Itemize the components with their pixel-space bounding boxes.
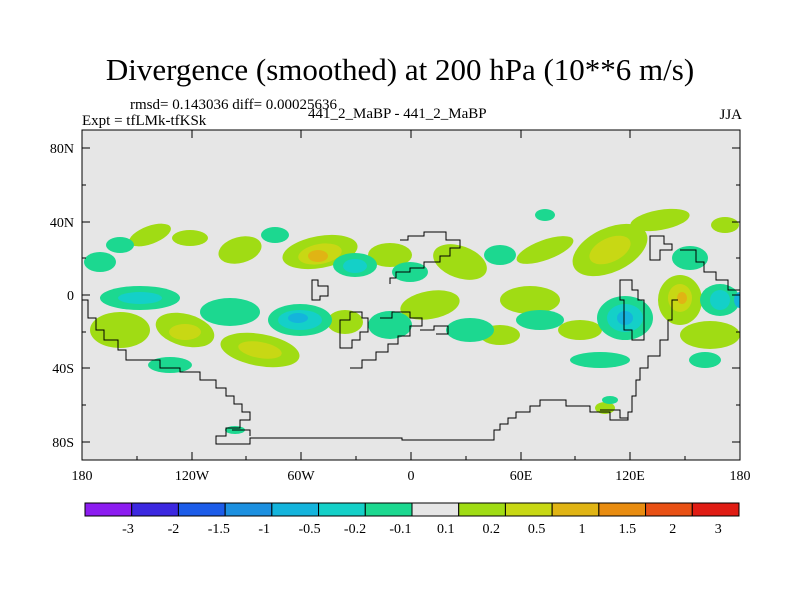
colorbar-swatch	[551, 502, 600, 517]
colorbar-swatch	[645, 502, 693, 517]
colorbar-label: 0.5	[528, 522, 546, 537]
lon-label: 120W	[175, 469, 210, 484]
experiment-label: Expt = tfLMk-tfKSk	[82, 113, 207, 129]
season-label: JJA	[719, 107, 742, 123]
plot-title: Divergence (smoothed) at 200 hPa (10**6 …	[105, 52, 695, 87]
lon-label: 120E	[615, 469, 645, 484]
colorbar-label: -1.5	[208, 522, 230, 537]
colorbar-swatch	[364, 502, 413, 517]
colorbar-swatch	[691, 502, 740, 517]
colorbar-label: -0.1	[389, 522, 411, 537]
lat-label: 80S	[52, 436, 74, 451]
colorbar-labels: -3 -2 -1.5 -1 -0.5 -0.2 -0.1 0.1 0.2 0.5 1 1.5 2 3	[122, 522, 722, 537]
colorbar-swatch	[224, 502, 273, 517]
colorbar-swatch	[598, 502, 647, 517]
colorbar-label: 1.5	[619, 522, 637, 537]
lon-labels: 180 120W 60W 0 60E 120E 180	[72, 469, 751, 484]
colorbar-swatch	[504, 502, 553, 517]
subtitle: 441_2_MaBP - 441_2_MaBP	[308, 106, 487, 122]
colorbar-swatch	[177, 502, 226, 517]
colorbar-label: 1	[579, 522, 586, 537]
lon-label: 180	[72, 469, 93, 484]
coastlines	[82, 231, 740, 445]
colorbar-label: 0.1	[437, 522, 455, 537]
colorbar-swatch	[271, 502, 320, 517]
colorbar-label: -2	[168, 522, 180, 537]
lat-label: 0	[67, 289, 74, 304]
colorbar-label: -0.5	[299, 522, 321, 537]
lon-label: 60E	[510, 469, 533, 484]
colorbar-swatch	[84, 502, 133, 517]
colorbar-swatch	[131, 502, 179, 517]
colorbar-label: -1	[258, 522, 270, 537]
colorbar-label: 0.2	[482, 522, 500, 537]
contour-field	[84, 208, 740, 434]
colorbar-swatch	[318, 502, 366, 517]
lat-label: 80N	[50, 142, 74, 157]
colorbar-label: 2	[669, 522, 676, 537]
lon-label: 60W	[287, 469, 315, 484]
colorbar-label: 3	[715, 522, 722, 537]
colorbar-swatch	[458, 502, 506, 517]
colorbar-swatch	[411, 502, 460, 517]
colorbar-label: -0.2	[344, 522, 366, 537]
lat-label: 40N	[50, 216, 74, 231]
lon-label: 180	[730, 469, 751, 484]
colorbar	[84, 502, 740, 517]
stats-text: rmsd= 0.143036 diff= 0.00025636	[130, 97, 338, 113]
lat-labels: 80N 40N 0 40S 80S	[50, 142, 74, 451]
lat-label: 40S	[52, 362, 74, 377]
lon-ticks	[81, 130, 686, 460]
colorbar-label: -3	[122, 522, 134, 537]
lon-label: 0	[408, 469, 415, 484]
lat-ticks	[82, 147, 740, 443]
plot-area	[82, 130, 740, 460]
